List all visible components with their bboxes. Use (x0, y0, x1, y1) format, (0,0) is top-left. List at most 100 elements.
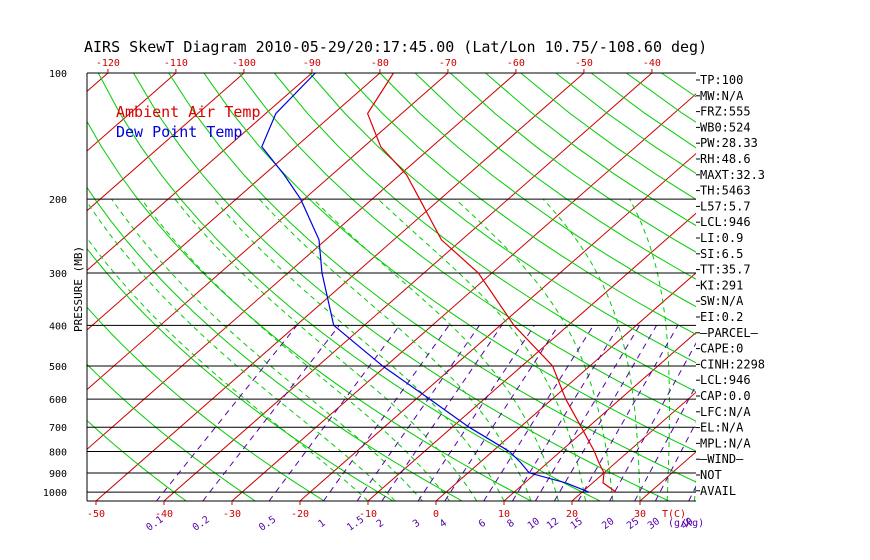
mixing-ratio-line (634, 384, 696, 501)
mixing-ratio-label: 8 (505, 518, 516, 530)
isotherm-line (87, 73, 313, 271)
stat-item: FRZ:555 (700, 105, 751, 119)
background-lines (87, 73, 870, 501)
isotherm-line (87, 73, 517, 450)
dry-adiabat-line (661, 73, 696, 98)
isotherm-line (95, 73, 585, 501)
stat-item: CINH:2298 (700, 357, 765, 371)
stat-item: CAP:0.0 (700, 389, 751, 403)
mixing-ratio-label: 6 (477, 518, 488, 530)
bottom-tick-label: 10 (498, 509, 510, 520)
mixing-ratio-line (156, 325, 298, 501)
pressure-tick-label: 100 (49, 69, 67, 80)
mixing-ratio-line (417, 325, 535, 501)
dry-adiabat-line (87, 306, 325, 501)
mixing-ratio-label: 1 (316, 518, 327, 530)
air-temp-profile (366, 73, 617, 493)
x-axis-unit-label: T(C) (662, 509, 686, 520)
mixing-ratio-line (577, 325, 679, 501)
moist-adiabat-line (141, 198, 450, 501)
top-tick-label: -110 (164, 58, 188, 69)
stat-item: MW:N/A (700, 89, 744, 103)
dry-adiabat-line (133, 73, 670, 501)
pressure-tick-label: 700 (49, 423, 67, 434)
isotherm-line (231, 93, 696, 501)
dry-adiabat-line (379, 73, 696, 308)
dry-adiabat-line (414, 73, 696, 280)
isotherm-line (435, 272, 696, 501)
isotherm-line (163, 73, 653, 501)
stat-item: KI:291 (700, 278, 743, 292)
stat-item: NOT (700, 468, 722, 482)
stat-item: —PARCEL— (700, 326, 759, 340)
pressure-tick-label: 1000 (43, 488, 67, 499)
mixing-ratio-label: 4 (438, 518, 449, 530)
moist-adiabat-line (312, 198, 559, 501)
stat-item: AVAIL (700, 484, 736, 498)
mixing-ratio-line (553, 325, 657, 501)
stat-item: PW:28.33 (700, 136, 758, 150)
mixing-ratio-label: 20 (600, 516, 616, 532)
stat-item: TP:100 (700, 73, 743, 87)
mixing-ratio-label: 0.5 (257, 514, 278, 533)
stat-item: —WIND— (700, 452, 744, 466)
pressure-tick-label: 300 (49, 269, 67, 280)
top-tick-label: -120 (96, 58, 120, 69)
top-tick-label: -40 (643, 58, 661, 69)
isotherm-line (503, 331, 696, 501)
mixing-ratio-line (512, 325, 620, 501)
bottom-tick-label: 30 (634, 509, 646, 520)
dry-adiabat-line (87, 419, 187, 501)
bottom-tick-label: 0 (433, 509, 439, 520)
top-tick-label: -90 (303, 58, 321, 69)
isotherm-line (299, 152, 696, 501)
dry-adiabat-line (87, 120, 532, 501)
pressure-tick-label: 800 (49, 448, 67, 459)
moist-adiabat-line (87, 201, 396, 501)
legend-dew-point: Dew Point Temp (116, 123, 242, 141)
isotherm-line (87, 73, 245, 212)
mixing-ratio-labels: 0.1 0.2 0.5 1 1.5 2 3 4 6 8 10 12 15 20 25 30 40(g/kg) (144, 514, 704, 533)
stat-item: LFC:N/A (700, 405, 751, 419)
legend-air-temp: Ambient Air Temp (116, 103, 261, 121)
mixing-ratio-line (534, 325, 640, 501)
mixing-ratio-line (202, 325, 340, 501)
mixing-ratio-line (268, 325, 401, 501)
pressure-tick-label: 900 (49, 469, 67, 480)
dry-adiabat-line (309, 73, 696, 364)
moist-adiabat-line (213, 198, 505, 501)
stat-item: TH:5463 (700, 184, 751, 198)
moist-adiabat-line (174, 198, 478, 501)
dry-adiabat-line (97, 73, 601, 501)
pressure-tick-label: 200 (49, 195, 67, 206)
dry-adiabat-line (838, 73, 870, 501)
mixing-ratio-label: 10 (526, 516, 542, 532)
mixing-ratio-label: 30 (646, 516, 662, 532)
mixing-ratio-line (609, 342, 696, 501)
isotherm-line (87, 73, 177, 152)
top-tick-label: -60 (507, 58, 525, 69)
bottom-tick-label: -50 (87, 509, 105, 520)
stat-item: LI:0.9 (700, 231, 743, 245)
bottom-tick-label: -10 (359, 509, 377, 520)
top-tick-label: -80 (371, 58, 389, 69)
isotherm-line (844, 73, 870, 501)
moist-adiabat-line (455, 198, 614, 501)
chart-title: AIRS SkewT Diagram 2010-05-29/20:17:45.0… (84, 38, 707, 56)
mixing-ratio-label: 0.2 (191, 514, 212, 533)
stat-item: CAPE:0 (700, 342, 743, 356)
stat-item: EI:0.2 (700, 310, 743, 324)
dry-adiabat-line (767, 73, 870, 501)
dry-adiabat-line (449, 73, 696, 253)
dry-adiabat-line (520, 73, 696, 200)
isotherm-line (87, 73, 449, 391)
dry-adiabat-line (168, 73, 696, 483)
moist-adiabat-line (87, 237, 369, 501)
dry-adiabat-line (802, 73, 870, 501)
bottom-tick-label: -30 (223, 509, 241, 520)
stat-item: SW:N/A (700, 294, 744, 308)
dew-point-profile (261, 73, 590, 493)
pressure-tick-label: 600 (49, 395, 67, 406)
stat-item: RH:48.6 (700, 152, 751, 166)
pressure-axis: 100 200 300 400 500 600 700 800 900 1000 (43, 69, 67, 499)
